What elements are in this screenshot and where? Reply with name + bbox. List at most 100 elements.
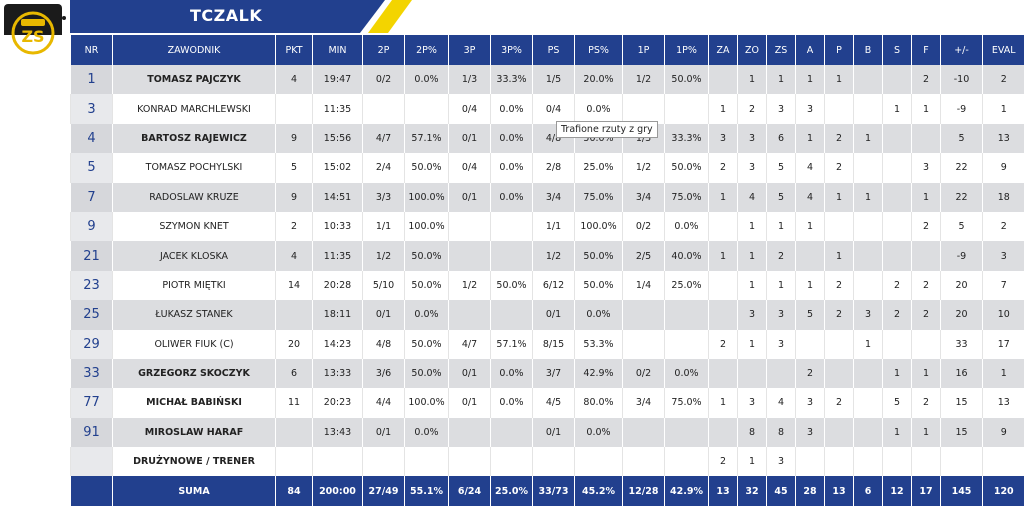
total-cell: 45: [766, 476, 796, 507]
stat-cell: 0.0%: [574, 300, 623, 330]
stat-cell: 2: [708, 447, 738, 477]
stat-cell: 3: [795, 94, 825, 124]
stat-cell: 1: [737, 329, 767, 359]
player-name: BARTOSZ RAJEWICZ: [112, 123, 276, 154]
stat-cell: 0/1: [532, 300, 575, 330]
stat-cell: 2: [766, 241, 796, 271]
column-header: B: [853, 35, 883, 65]
stat-cell: 5: [940, 211, 983, 242]
stat-cell: 4: [795, 153, 825, 183]
stat-cell: 8/15: [532, 329, 575, 359]
stat-cell: 0/2: [622, 211, 665, 242]
stat-cell: 50.0%: [404, 358, 449, 389]
stat-cell: 3/7: [532, 358, 575, 389]
total-cell: 45.2%: [574, 476, 623, 507]
stat-cell: 1: [708, 241, 738, 271]
stat-cell: 1: [708, 182, 738, 212]
stat-cell: 9: [982, 417, 1024, 448]
stat-cell: 14: [275, 270, 313, 301]
jersey-number: [70, 447, 113, 477]
stat-cell: 40.0%: [664, 241, 709, 271]
stat-cell: 5/10: [362, 270, 405, 301]
stat-cell: 3: [737, 153, 767, 183]
column-header: PS: [532, 35, 575, 65]
jersey-number: 1: [70, 65, 113, 95]
total-cell: 42.9%: [664, 476, 709, 507]
total-cell: 27/49: [362, 476, 405, 507]
stat-cell: 15: [940, 417, 983, 448]
stat-cell: [490, 241, 533, 271]
jersey-number: 33: [70, 358, 113, 389]
stat-cell: [532, 447, 575, 477]
stat-cell: [622, 447, 665, 477]
stat-cell: [824, 358, 854, 389]
stat-cell: [448, 300, 491, 330]
total-cell: SUMA: [112, 476, 276, 507]
stat-cell: 5: [766, 182, 796, 212]
jersey-number: 5: [70, 153, 113, 183]
stat-cell: 1: [737, 447, 767, 477]
player-name: GRZEGORZ SKOCZYK: [112, 358, 276, 389]
stat-cell: [737, 358, 767, 389]
stat-cell: 2/5: [622, 241, 665, 271]
stat-cell: 1: [911, 182, 941, 212]
stat-cell: 0.0%: [490, 358, 533, 389]
jersey-number: 91: [70, 417, 113, 448]
stat-cell: 1/2: [448, 270, 491, 301]
column-header: 2P%: [404, 35, 449, 65]
total-cell: 33/73: [532, 476, 575, 507]
stat-cell: [795, 329, 825, 359]
stat-cell: 15:56: [312, 123, 363, 154]
stats-table: NR ZAWODNIK PKT MIN 2P 2P% 3P 3P% PS PS% 1P 1P% ZA ZO…: [70, 35, 1024, 507]
stat-cell: 2: [708, 153, 738, 183]
stat-cell: 3: [766, 329, 796, 359]
stat-cell: 1: [982, 94, 1024, 124]
stat-cell: 25.0%: [574, 153, 623, 183]
total-cell: 55.1%: [404, 476, 449, 507]
jersey-number: 9: [70, 211, 113, 242]
stat-cell: [708, 300, 738, 330]
player-name: MIROSLAW HARAF: [112, 417, 276, 448]
player-name: ŁUKASZ STANEK: [112, 300, 276, 330]
stat-cell: [622, 417, 665, 448]
stat-cell: [664, 300, 709, 330]
stat-cell: 1: [824, 65, 854, 95]
stat-cell: 1: [766, 270, 796, 301]
stat-cell: 50.0%: [574, 241, 623, 271]
stat-cell: [824, 94, 854, 124]
stat-cell: [853, 65, 883, 95]
stat-cell: 20.0%: [574, 65, 623, 95]
stat-cell: 0.0%: [574, 94, 623, 124]
stat-cell: 1: [853, 123, 883, 154]
stat-cell: 4/8: [362, 329, 405, 359]
stat-cell: 3: [708, 123, 738, 154]
stat-cell: [490, 447, 533, 477]
stat-cell: 2: [824, 123, 854, 154]
stat-cell: [982, 447, 1024, 477]
stat-cell: -9: [940, 241, 983, 271]
stat-cell: 4: [275, 241, 313, 271]
stat-cell: [708, 417, 738, 448]
stat-cell: [664, 329, 709, 359]
jersey-number: 3: [70, 94, 113, 124]
stat-cell: 4: [766, 388, 796, 418]
stat-cell: 2: [911, 211, 941, 242]
stat-cell: [275, 447, 313, 477]
stat-cell: 7: [982, 270, 1024, 301]
stat-cell: [448, 447, 491, 477]
stat-cell: 22: [940, 153, 983, 183]
stat-cell: -9: [940, 94, 983, 124]
logo-dot: [62, 16, 66, 20]
stat-cell: 1/2: [532, 241, 575, 271]
stat-cell: -10: [940, 65, 983, 95]
stat-cell: [853, 447, 883, 477]
player-row: 7 RADOSLAW KRUZE 9 14:51 3/3 100.0% 0/1 0.0% 3/4…: [70, 182, 1024, 212]
player-row: 33 GRZEGORZ SKOCZYK 6 13:33 3/6 50.0% 0/1 0.0% 3…: [70, 358, 1024, 389]
stat-cell: 5: [882, 388, 912, 418]
column-header: ZS: [766, 35, 796, 65]
stat-cell: 1: [853, 182, 883, 212]
stat-cell: 50.0%: [490, 270, 533, 301]
stat-cell: 4/4: [362, 388, 405, 418]
column-header: 3P%: [490, 35, 533, 65]
